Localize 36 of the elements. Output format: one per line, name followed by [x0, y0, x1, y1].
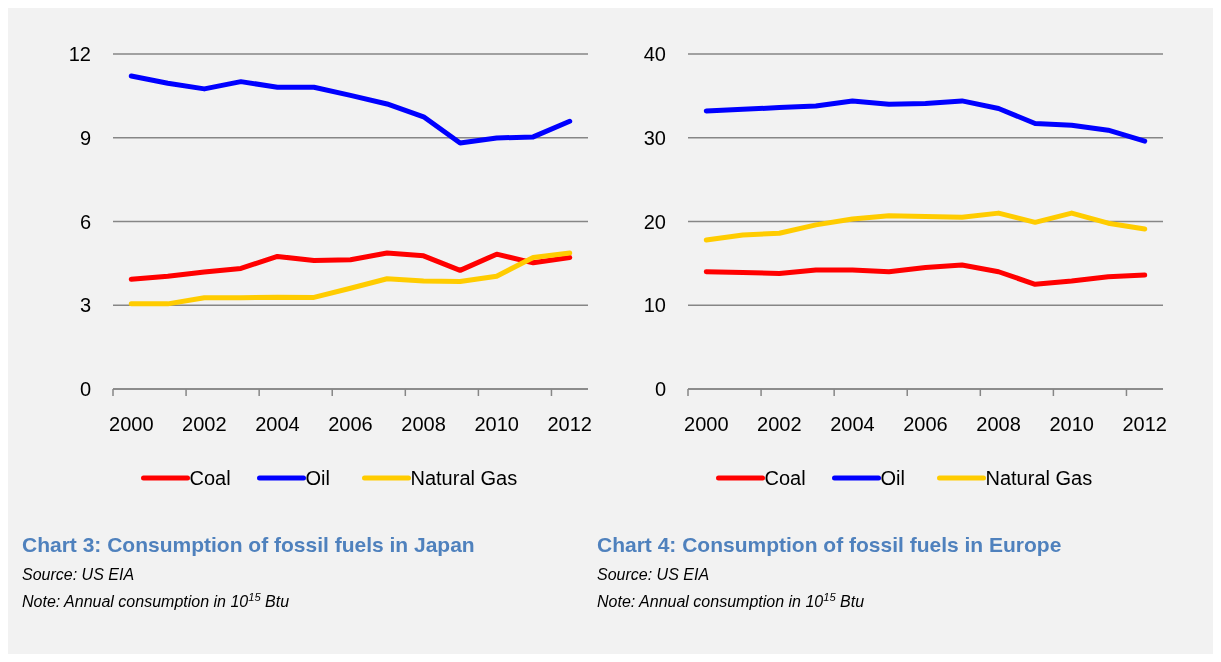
x-tick-label: 2004 [255, 413, 300, 435]
x-tick-label: 2000 [109, 413, 154, 435]
legend-label: Oil [305, 467, 330, 489]
legend-label: Natural Gas [985, 467, 1093, 489]
x-tick-label: 2006 [903, 413, 948, 435]
x-tick-label: 2004 [830, 413, 875, 435]
legend-label: Natural Gas [410, 467, 518, 489]
source-note: Source: US EIA [22, 566, 135, 583]
text: Chart 4: Consumption of fossil fuels in Europe [597, 533, 1062, 556]
y-tick-label: 40 [643, 43, 666, 65]
y-tick-label: 12 [68, 43, 91, 65]
x-tick-label: 2002 [757, 413, 802, 435]
x-tick-label: 2010 [1049, 413, 1094, 435]
text: Note: Annual consumption in 10$^{15}$ Btu [22, 591, 290, 610]
y-tick-label: 20 [643, 210, 666, 233]
text: Chart 3: Consumption of fossil fuels in Japan [22, 533, 475, 556]
y-tick-label: 6 [79, 210, 91, 233]
y-tick-label: 3 [79, 294, 91, 317]
x-tick-label: 2012 [547, 413, 592, 435]
x-tick-label: 2010 [474, 413, 519, 435]
x-tick-label: 2006 [328, 413, 373, 435]
legend-label: Coal [189, 467, 231, 489]
y-tick-label: 9 [79, 126, 91, 149]
text: Note: Annual consumption in 10$^{15}$ Btu [597, 591, 865, 610]
source-note: Source: US EIA [597, 566, 710, 583]
x-tick-label: 2012 [1122, 413, 1167, 435]
y-tick-label: 0 [654, 378, 666, 400]
legend-label: Coal [764, 467, 806, 489]
x-tick-label: 2008 [401, 413, 446, 435]
x-tick-label: 2000 [684, 413, 729, 435]
x-tick-label: 2002 [182, 413, 227, 435]
y-tick-label: 30 [643, 126, 666, 149]
y-tick-label: 10 [643, 294, 666, 317]
legend-label: Oil [880, 467, 905, 489]
x-tick-label: 2008 [976, 413, 1021, 435]
y-tick-label: 0 [79, 378, 91, 400]
